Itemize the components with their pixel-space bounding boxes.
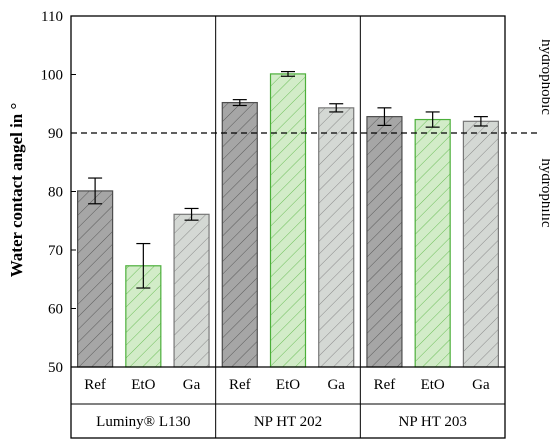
bar-eto	[269, 73, 307, 368]
category-label: EtO	[276, 377, 300, 393]
bar-eto	[414, 118, 451, 368]
y-tick-label: 110	[41, 9, 63, 25]
y-tick-label: 60	[48, 302, 63, 318]
hydrophobic-label: hydrophobic	[538, 39, 550, 115]
category-label: Ref	[229, 377, 251, 393]
group-label: NP HT 202	[254, 414, 322, 430]
frame-outline	[70, 15, 506, 439]
y-tick-label: 50	[48, 360, 63, 376]
y-axis-ticks: 50 60 70 80 90 100 110	[41, 9, 76, 376]
category-label: Ga	[183, 377, 201, 393]
category-label: EtO	[421, 377, 445, 393]
bar-ref	[366, 116, 403, 368]
group-label: NP HT 203	[398, 414, 466, 430]
y-tick-label: 100	[41, 68, 64, 84]
category-label: EtO	[131, 377, 155, 393]
bars	[77, 73, 499, 368]
bar-ga	[173, 213, 210, 368]
category-label: Ref	[374, 377, 396, 393]
category-label: Ga	[472, 377, 490, 393]
category-table: Ref EtO Ga Luminy® L130 Ref EtO Ga NP HT 202 Ref…	[84, 377, 490, 430]
error-bars	[88, 70, 488, 289]
bar-ga	[462, 120, 499, 368]
category-label: Ga	[327, 377, 345, 393]
group-label: Luminy® L130	[96, 414, 190, 430]
y-tick-label: 90	[48, 126, 63, 142]
category-label: Ref	[84, 377, 106, 393]
bar-ref	[221, 101, 258, 368]
bar-ref	[77, 190, 114, 368]
bar-ga	[318, 107, 355, 368]
y-tick-label: 70	[48, 243, 63, 259]
plot-frame	[70, 15, 506, 439]
y-tick-label: 80	[48, 185, 63, 201]
y-axis-title: Water contact angel in °	[7, 103, 26, 278]
hydrophilic-label: hydrophilic	[538, 158, 550, 227]
